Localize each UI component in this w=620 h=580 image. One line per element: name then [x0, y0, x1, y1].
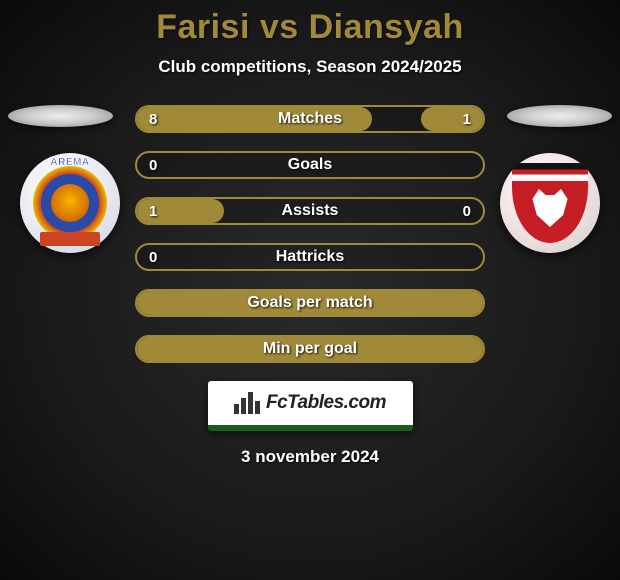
- source-logo: FcTables.com: [208, 381, 413, 431]
- stat-value-left: 0: [149, 157, 157, 174]
- stat-label: Hattricks: [276, 248, 344, 266]
- stat-bar: 0 Goals: [135, 151, 485, 179]
- stat-value-right: 1: [463, 111, 471, 128]
- stat-label: Goals per match: [247, 294, 372, 312]
- page-subtitle: Club competitions, Season 2024/2025: [158, 57, 461, 77]
- stat-value-left: 1: [149, 203, 157, 220]
- platform-ellipse-right: [507, 105, 612, 127]
- stat-bars: 8 1 Matches 0 Goals 1 0 Assists 0 Hattricks Goals …: [135, 105, 485, 363]
- badge-right-shield: [512, 163, 588, 243]
- stat-label: Matches: [278, 110, 342, 128]
- stat-label: Assists: [282, 202, 339, 220]
- badge-left-label: AREMA: [50, 157, 89, 168]
- stat-bar: Min per goal: [135, 335, 485, 363]
- stat-bar: 8 1 Matches: [135, 105, 485, 133]
- badge-left-inner: [33, 166, 107, 240]
- stat-bar: Goals per match: [135, 289, 485, 317]
- team-badge-right: [500, 153, 600, 253]
- comparison-stage: AREMA 8 1 Matches 0 Goals 1 0 Assists 0 Hattricks…: [0, 105, 620, 467]
- stat-label: Goals: [288, 156, 332, 174]
- bull-icon: [528, 187, 572, 227]
- page-title: Farisi vs Diansyah: [156, 8, 464, 47]
- stat-value-right: 0: [463, 203, 471, 220]
- shield-stripe: [512, 163, 588, 181]
- bar-fill-right: [421, 107, 483, 131]
- badge-ribbon: [40, 232, 100, 246]
- platform-ellipse-left: [8, 105, 113, 127]
- source-text: FcTables.com: [266, 392, 386, 414]
- stat-value-left: 0: [149, 249, 157, 266]
- stat-bar: 1 0 Assists: [135, 197, 485, 225]
- bars-icon: [234, 392, 260, 414]
- stat-value-left: 8: [149, 111, 157, 128]
- team-badge-left: AREMA: [20, 153, 120, 253]
- stat-bar: 0 Hattricks: [135, 243, 485, 271]
- date-label: 3 november 2024: [241, 447, 379, 467]
- infographic-root: Farisi vs Diansyah Club competitions, Se…: [0, 0, 620, 580]
- lion-icon: [51, 184, 89, 222]
- stat-label: Min per goal: [263, 340, 357, 358]
